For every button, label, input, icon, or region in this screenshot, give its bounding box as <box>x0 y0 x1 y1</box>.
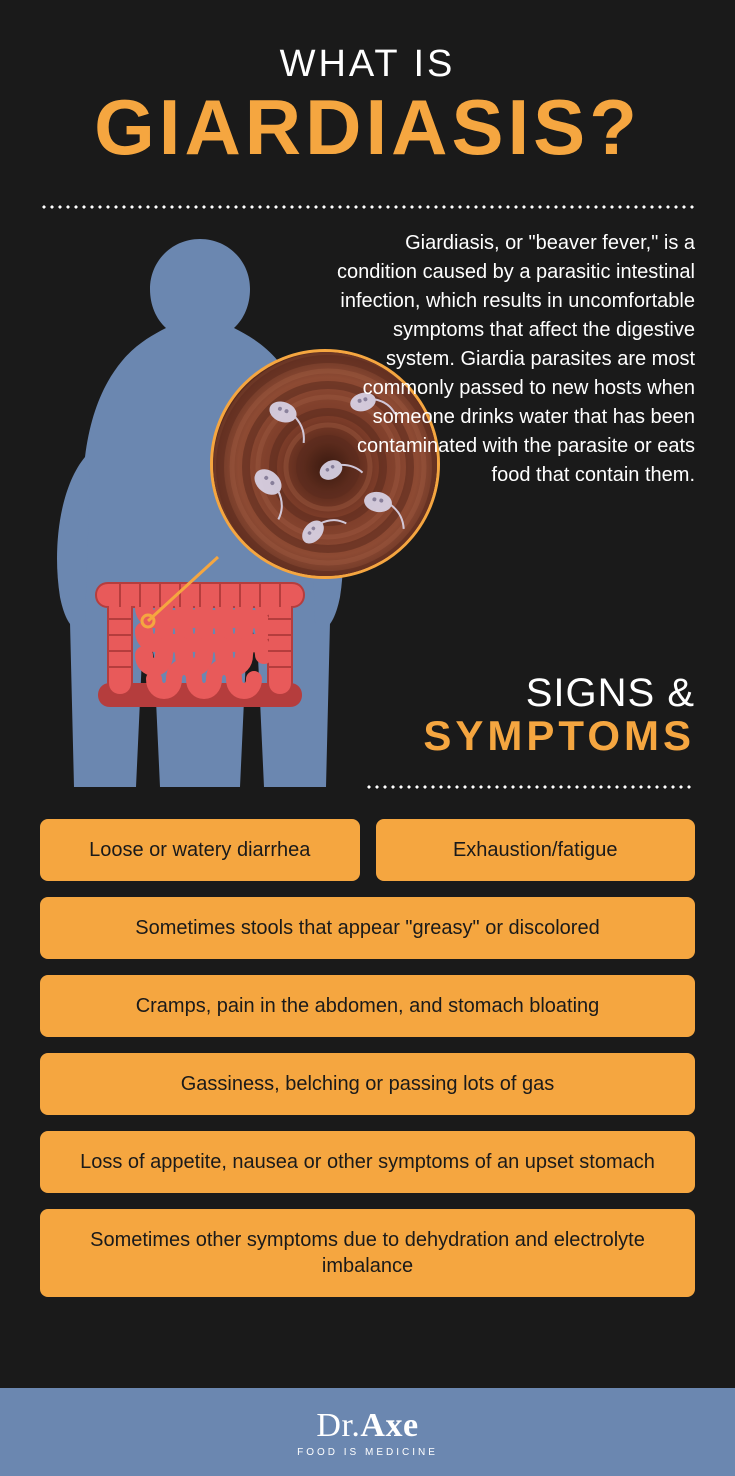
symptom-row-split: Loose or watery diarrhea Exhaustion/fati… <box>40 819 695 881</box>
section-title: SIGNS & SYMPTOMS <box>423 673 695 759</box>
brand-pre: Dr. <box>316 1407 360 1444</box>
title-line-2: GIARDIASIS? <box>40 87 695 169</box>
footer-brand: Dr.Axe <box>316 1407 418 1445</box>
brand-bold: Axe <box>360 1407 418 1444</box>
title-line-1: WHAT IS <box>40 45 695 83</box>
symptom-box: Sometimes other symptoms due to dehydrat… <box>40 1209 695 1297</box>
header: WHAT IS GIARDIASIS? <box>0 0 735 189</box>
section-title-line-2: SYMPTOMS <box>423 713 695 759</box>
symptom-box: Cramps, pain in the abdomen, and stomach… <box>40 975 695 1037</box>
symptom-box: Sometimes stools that appear "greasy" or… <box>40 897 695 959</box>
section-title-line-1: SIGNS & <box>423 673 695 713</box>
hero-section: Giardiasis, or "beaver fever," is a cond… <box>0 209 735 819</box>
symptoms-list: Loose or watery diarrhea Exhaustion/fati… <box>0 819 735 1297</box>
symptom-box: Gassiness, belching or passing lots of g… <box>40 1053 695 1115</box>
symptom-box: Exhaustion/fatigue <box>376 819 696 881</box>
description-text: Giardiasis, or "beaver fever," is a cond… <box>335 229 695 490</box>
footer: Dr.Axe FOOD IS MEDICINE <box>0 1388 735 1476</box>
symptom-box: Loss of appetite, nausea or other sympto… <box>40 1131 695 1193</box>
infographic-container: WHAT IS GIARDIASIS? <box>0 0 735 1476</box>
symptom-box: Loose or watery diarrhea <box>40 819 360 881</box>
divider-section <box>365 785 695 789</box>
footer-tagline: FOOD IS MEDICINE <box>297 1447 438 1458</box>
